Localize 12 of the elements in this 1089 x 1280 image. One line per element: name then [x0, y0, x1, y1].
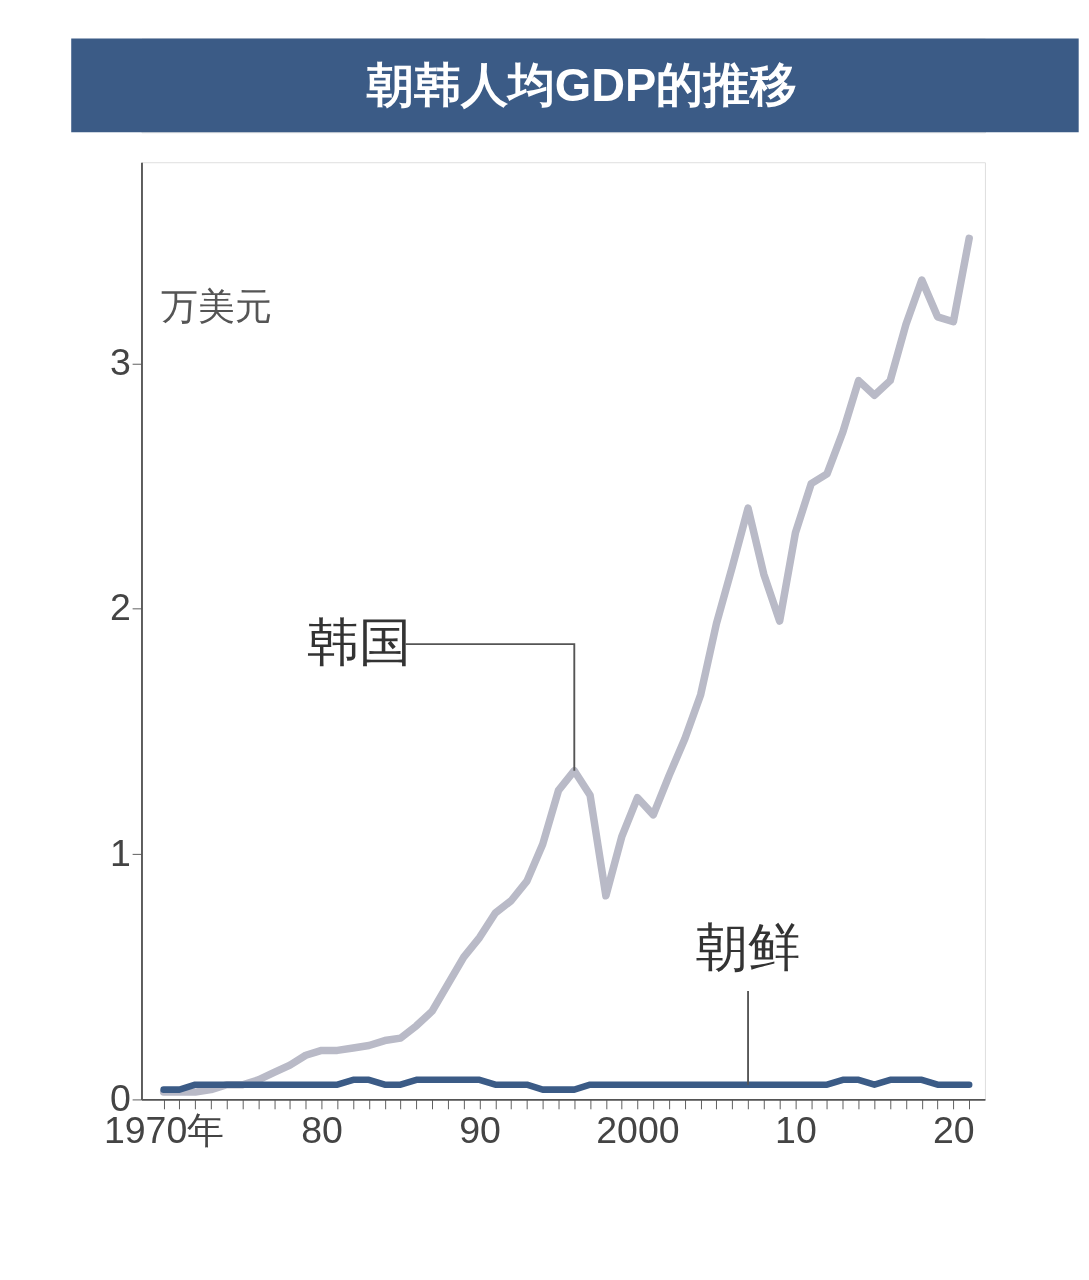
y-axis-title: 万美元: [160, 285, 272, 328]
x-tick-label: 20: [933, 1109, 975, 1152]
y-tick-label: 1: [109, 831, 131, 874]
x-tick-label: 10: [775, 1109, 817, 1152]
y-tick-label: 3: [109, 341, 131, 384]
annotation: 朝鲜: [696, 916, 801, 976]
x-tick-label: 2000: [596, 1109, 680, 1152]
y-tick-label: 2: [109, 586, 131, 629]
x-tick-label: 90: [459, 1109, 501, 1152]
x-tick-label: 80: [301, 1109, 343, 1152]
annotation: 韩国: [307, 612, 412, 672]
chart-title: 朝韩人均GDP的推移: [365, 59, 798, 112]
